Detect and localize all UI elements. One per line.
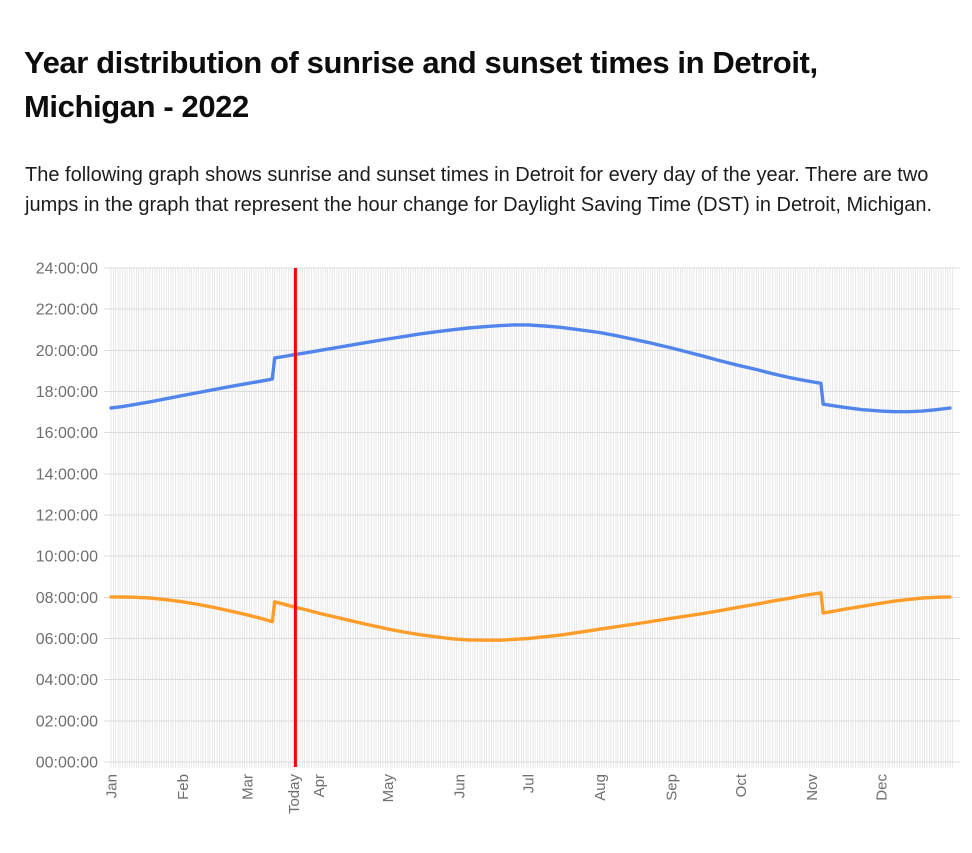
today-label: Today (286, 774, 303, 815)
y-tick-label: 16:00:00 (36, 425, 98, 442)
y-tick-label: 20:00:00 (36, 343, 98, 360)
x-tick-label: Jun (452, 774, 469, 798)
y-tick-label: 18:00:00 (36, 384, 98, 401)
y-axis-labels: 24:00:00 22:00:00 20:00:00 18:00:00 16:00:00… (36, 261, 98, 772)
x-tick-label: Dec (873, 774, 890, 801)
page-title: Year distribution of sunrise and sunset … (24, 44, 818, 124)
x-tick-label: Jul (521, 774, 538, 793)
y-tick-label: 08:00:00 (36, 590, 98, 607)
y-tick-label: 10:00:00 (36, 549, 98, 566)
plot-hour-gridlines (104, 267, 960, 763)
x-tick-label: Nov (804, 774, 821, 801)
x-axis-labels: Jan Feb Mar Apr May Jun Jul Aug Sep Oct Nov Dec Toda… (104, 773, 891, 814)
x-tick-label: Sep (664, 774, 681, 801)
chart-description: The following graph shows sunrise and su… (25, 164, 933, 216)
x-tick-label: Aug (592, 774, 609, 801)
y-tick-label: 02:00:00 (36, 713, 98, 730)
y-tick-label: 04:00:00 (36, 672, 98, 689)
y-tick-label: 22:00:00 (36, 302, 98, 319)
x-tick-label: Feb (175, 774, 192, 800)
x-tick-label: Apr (311, 774, 328, 797)
plot-day-gridlines (110, 268, 953, 768)
x-tick-label: Jan (104, 774, 121, 798)
y-tick-label: 00:00:00 (36, 755, 98, 772)
y-tick-label: 06:00:00 (36, 631, 98, 648)
x-tick-label: Mar (240, 774, 257, 800)
x-tick-label: Oct (733, 773, 750, 797)
y-tick-label: 24:00:00 (36, 261, 98, 278)
y-tick-label: 14:00:00 (36, 466, 98, 483)
sunset-line (109, 323, 952, 414)
y-tick-label: 12:00:00 (36, 508, 98, 525)
x-tick-label: May (380, 774, 397, 803)
sunrise-line (109, 591, 952, 642)
